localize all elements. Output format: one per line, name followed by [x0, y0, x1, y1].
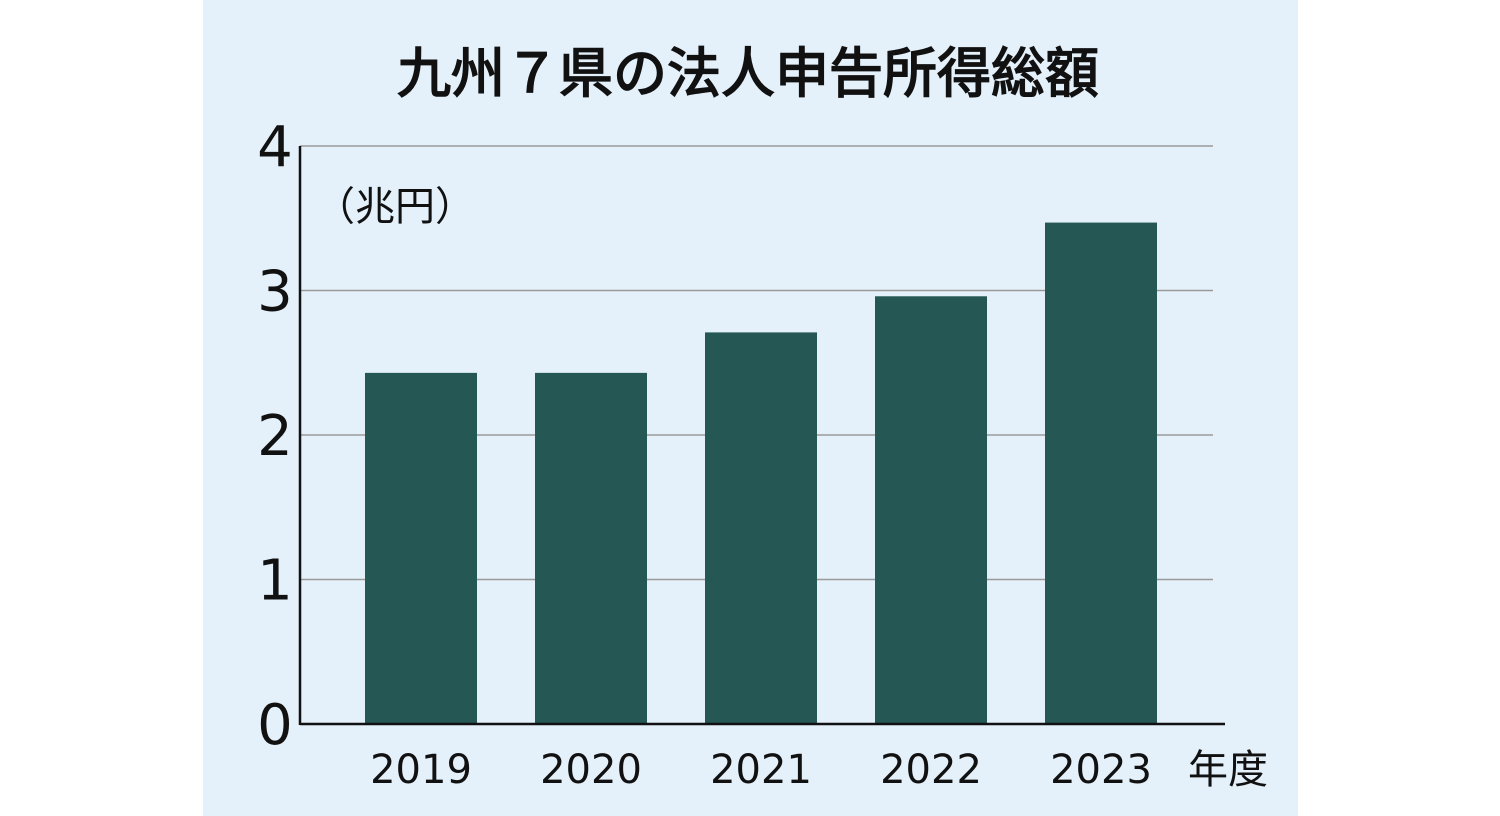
x-tick-label-2019: 2019 — [370, 747, 472, 793]
bar-2023 — [1045, 222, 1157, 724]
bar-2022 — [875, 296, 987, 724]
y-tick-label: 3 — [257, 260, 293, 325]
y-tick-label: 2 — [257, 404, 293, 469]
bar-2019 — [365, 372, 477, 724]
bar-2020 — [535, 372, 647, 724]
x-tick-label-2021: 2021 — [710, 747, 812, 793]
y-tick-label: 4 — [257, 115, 293, 180]
chart-title: 九州７県の法人申告所得総額 — [397, 42, 1099, 105]
y-tick-label: 1 — [257, 549, 293, 614]
x-unit-label: 年度 — [1188, 747, 1268, 793]
bar-chart: 九州７県の法人申告所得総額 （兆円） 0 1 2 3 4 2019 2020 2021 202… — [203, 0, 1298, 816]
chart-panel: 九州７県の法人申告所得総額 （兆円） 0 1 2 3 4 2019 2020 2021 202… — [203, 0, 1298, 816]
bar-2021 — [705, 332, 817, 724]
x-tick-label-2022: 2022 — [880, 747, 982, 793]
y-unit-label: （兆円） — [315, 184, 475, 230]
x-tick-label-2023: 2023 — [1050, 747, 1152, 793]
y-tick-labels: 0 1 2 3 4 — [257, 115, 293, 758]
x-tick-label-2020: 2020 — [540, 747, 642, 793]
x-tick-labels: 2019 2020 2021 2022 2023 — [370, 747, 1152, 793]
y-tick-label: 0 — [257, 693, 293, 758]
bars — [365, 222, 1157, 724]
